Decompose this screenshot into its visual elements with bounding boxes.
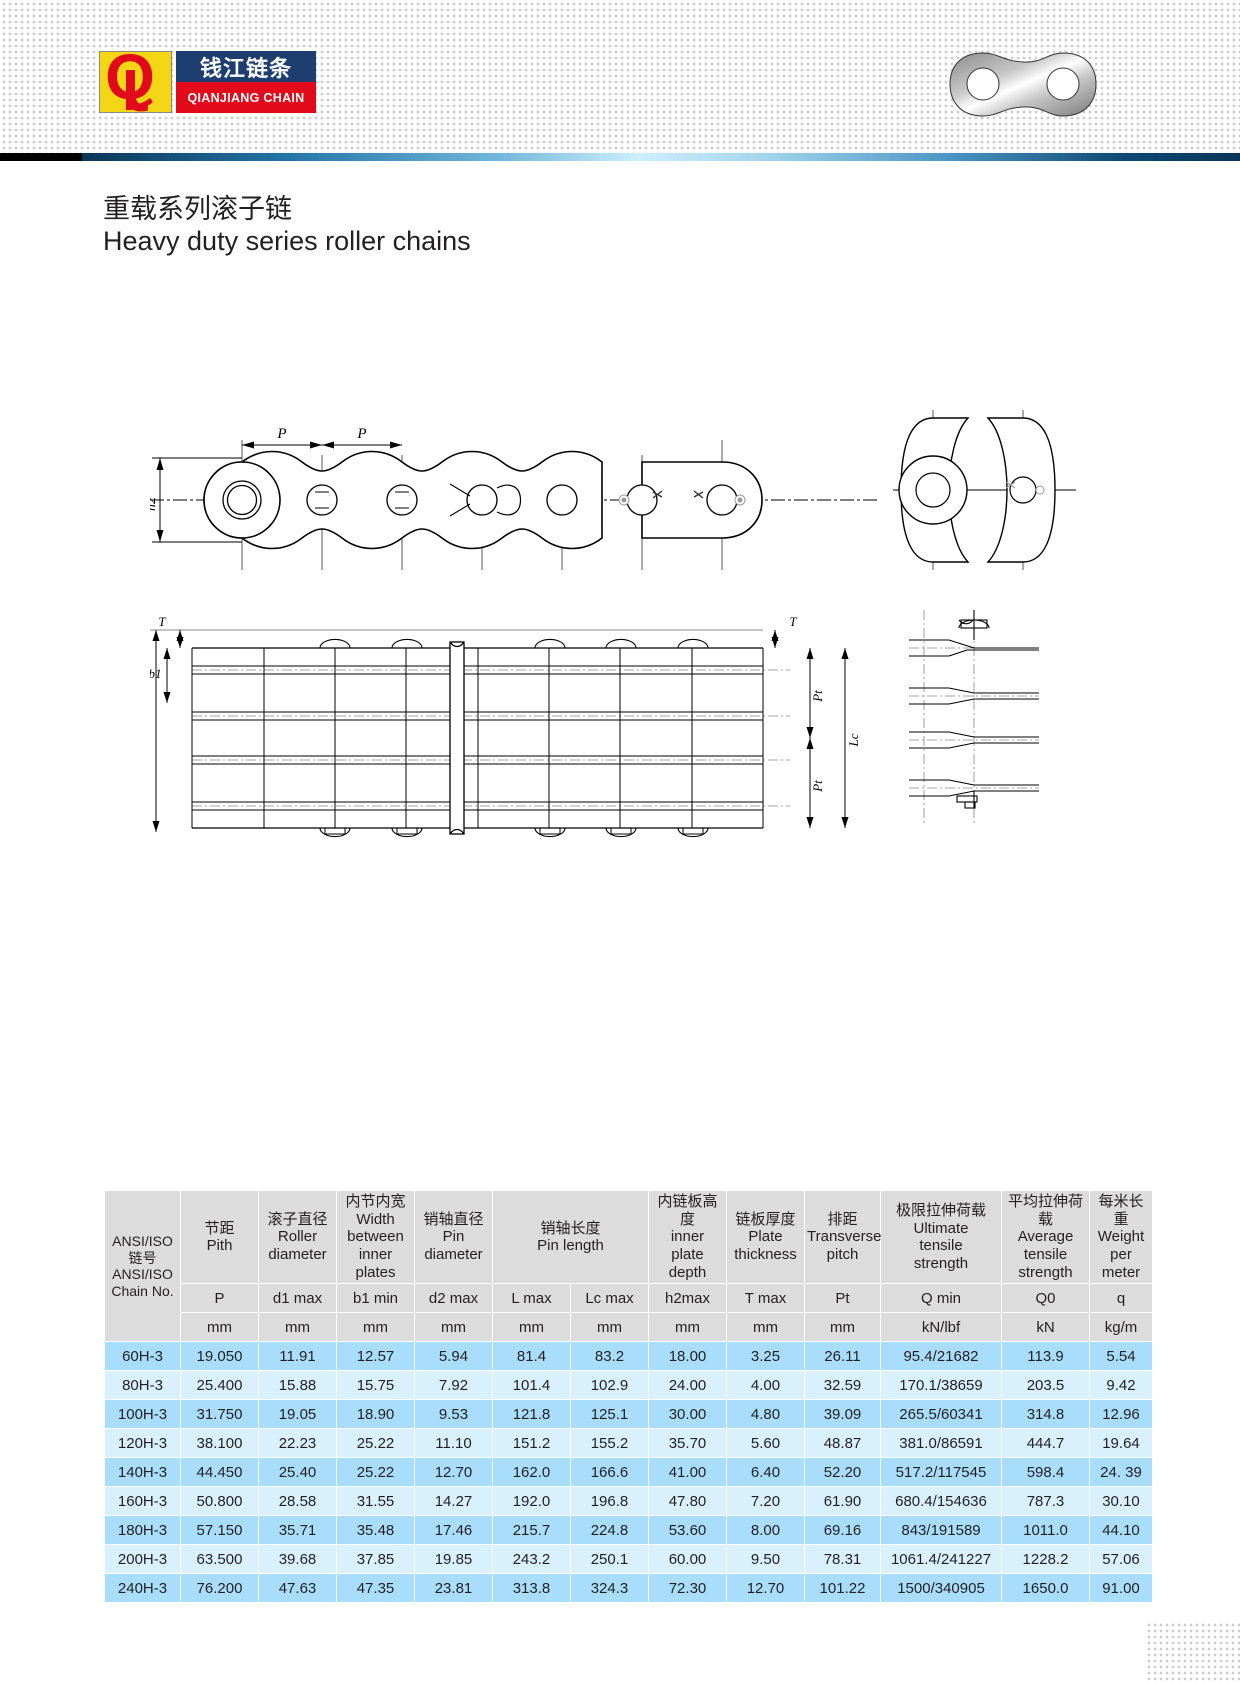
svg-text:P: P [276, 426, 286, 442]
svg-text:Pt: Pt [810, 690, 825, 703]
svg-text:h2: h2 [150, 497, 159, 511]
svg-text:T: T [789, 614, 797, 629]
svg-text:T: T [158, 614, 166, 629]
svg-text:Lc: Lc [846, 733, 861, 747]
svg-text:Pt: Pt [810, 780, 825, 793]
svg-text:P: P [356, 426, 366, 442]
